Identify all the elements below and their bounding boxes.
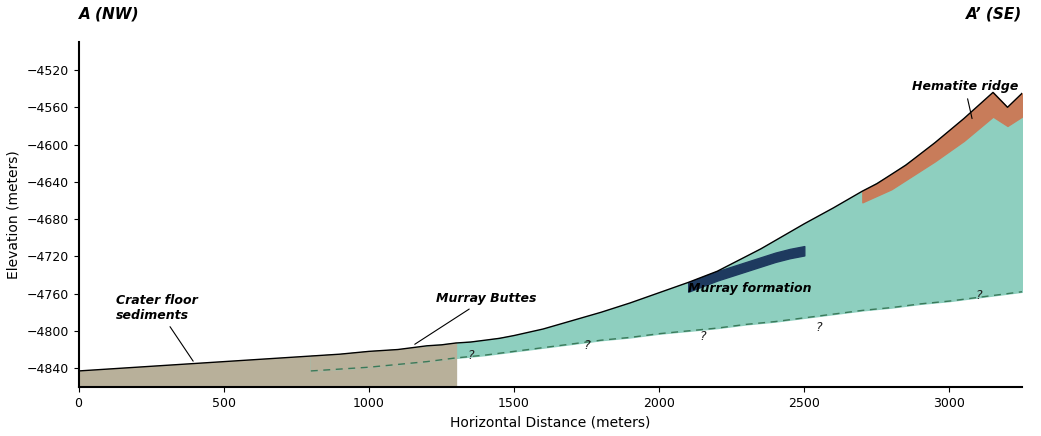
Text: Murray formation: Murray formation bbox=[688, 283, 812, 296]
Text: ?: ? bbox=[975, 289, 982, 302]
Text: ?: ? bbox=[467, 349, 474, 361]
Y-axis label: Elevation (meters): Elevation (meters) bbox=[7, 150, 21, 279]
X-axis label: Horizontal Distance (meters): Horizontal Distance (meters) bbox=[450, 415, 651, 429]
Text: Murray Buttes: Murray Buttes bbox=[414, 292, 536, 344]
Text: A (NW): A (NW) bbox=[79, 7, 139, 21]
Text: A’ (SE): A’ (SE) bbox=[966, 7, 1022, 21]
Text: ?: ? bbox=[815, 320, 822, 334]
Text: Hematite ridge: Hematite ridge bbox=[912, 80, 1018, 119]
Text: ?: ? bbox=[583, 339, 590, 352]
Text: ?: ? bbox=[700, 330, 706, 343]
Text: Crater floor
sediments: Crater floor sediments bbox=[117, 293, 198, 361]
